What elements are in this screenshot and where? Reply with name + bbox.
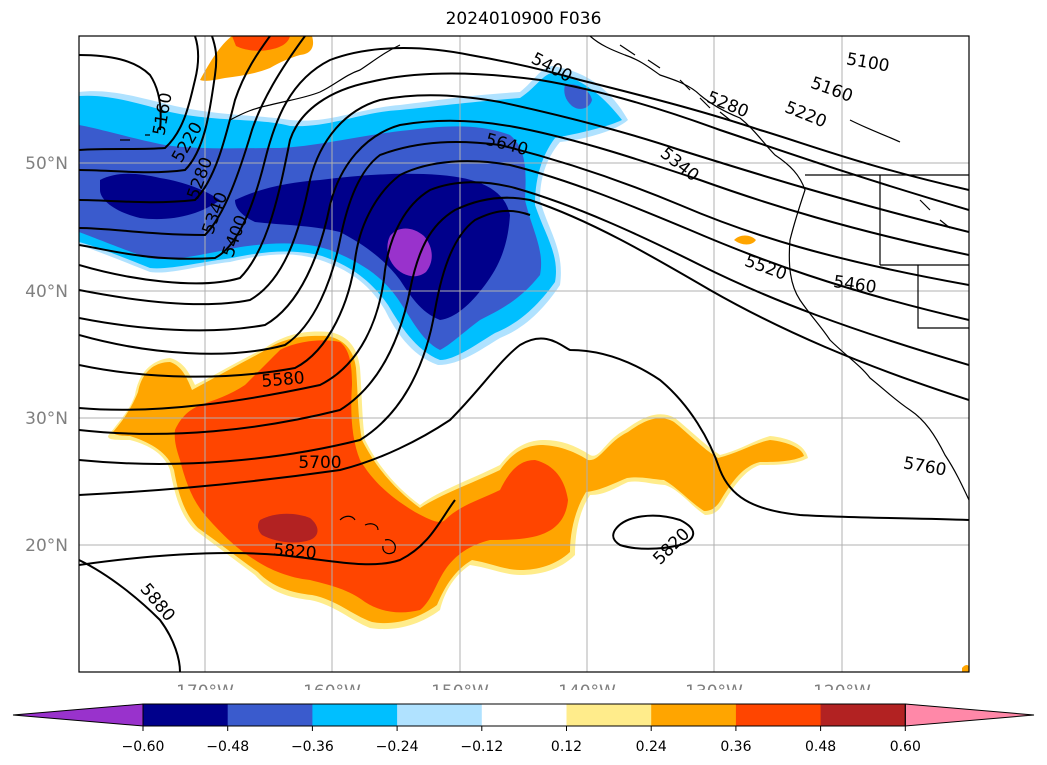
colorbar-tick-label: −0.36	[291, 739, 334, 755]
colorbar-segment	[820, 704, 906, 726]
colorbar-segment	[735, 704, 822, 726]
colorbar-tick-label: 0.36	[720, 739, 751, 755]
contour-label-5820: 5820	[272, 540, 317, 564]
lat-label-30n: 30°N	[25, 409, 68, 429]
colorbar-segments	[12, 703, 1035, 727]
colorbar-tick-label: 0.12	[551, 739, 582, 755]
lon-label-170w: 170°W	[176, 682, 234, 690]
latitude-labels: 50°N 40°N 30°N 20°N	[25, 154, 68, 556]
lon-label-160w: 160°W	[303, 682, 361, 690]
contour-label-5280: 5280	[704, 88, 752, 123]
lon-label-150w: 150°W	[431, 682, 489, 690]
contour-label-5100: 5100	[845, 49, 891, 76]
lon-label-130w: 130°W	[685, 682, 743, 690]
colorbar-segment	[481, 704, 567, 726]
colorbar-extend-max	[904, 703, 1035, 727]
contour-label-5580: 5580	[261, 368, 306, 392]
colorbar-tick-label: −0.60	[122, 739, 165, 755]
colorbar-segment	[397, 704, 483, 726]
map-plot: 5100 5160 5220 5280 5340 5400 5460 5520 …	[25, 35, 970, 690]
contour-label-5700: 5700	[298, 453, 341, 473]
colorbar-segment	[143, 704, 229, 726]
colorbar-tick-label: 0.24	[636, 739, 667, 755]
longitude-labels: 170°W 160°W 150°W 140°W 130°W 120°W	[176, 682, 871, 690]
colorbar-tick-label: 0.60	[890, 739, 921, 755]
colorbar-segment	[566, 704, 652, 726]
colorbar-extend-min	[12, 703, 144, 727]
lat-label-50n: 50°N	[25, 154, 68, 174]
contour-label-5460: 5460	[832, 272, 878, 298]
lon-label-120w: 120°W	[813, 682, 871, 690]
colorbar-segment	[227, 704, 313, 726]
contour-label-5160: 5160	[808, 73, 855, 107]
colorbar-segment	[312, 704, 398, 726]
map-title: 2024010900 F036	[445, 9, 602, 29]
colorbar-frame	[142, 703, 906, 727]
coastline	[120, 36, 969, 555]
contour-label-5820-east: 5820	[649, 524, 694, 569]
colorbar-tick-label: −0.24	[376, 739, 419, 755]
colorbar-tick-label: −0.48	[206, 739, 249, 755]
lat-label-40n: 40°N	[25, 282, 68, 302]
colorbar-segment	[651, 704, 737, 726]
colorbar-tick-label: 0.48	[805, 739, 836, 755]
contour-label-5760: 5760	[902, 453, 948, 480]
lon-label-140w: 140°W	[558, 682, 616, 690]
colorbar-ticks: −0.60 −0.48 −0.36 −0.24 −0.12 0.12 0.24 0.36 0.4…	[122, 726, 921, 755]
contour-label-5520: 5520	[742, 251, 789, 285]
map-frame	[78, 35, 970, 673]
lat-label-20n: 20°N	[25, 536, 68, 556]
colorbar-tick-label: −0.12	[460, 739, 503, 755]
contour-label-5220: 5220	[782, 98, 830, 133]
height-contours	[79, 36, 969, 672]
